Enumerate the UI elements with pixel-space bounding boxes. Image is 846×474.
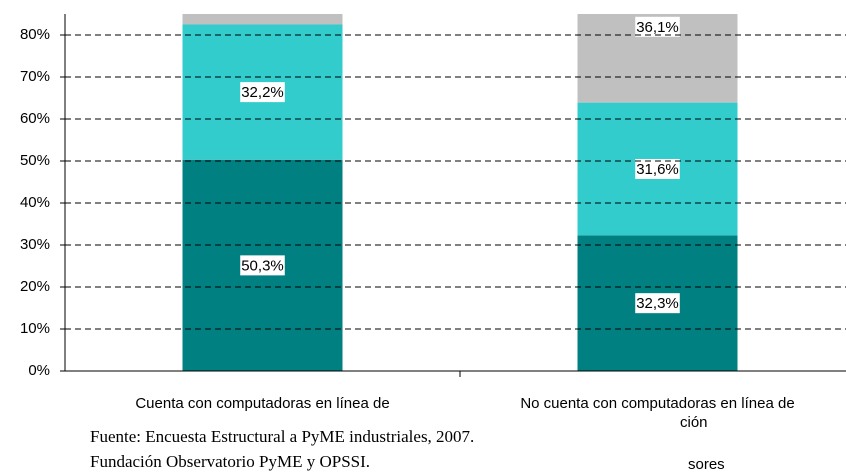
data-label-text: 31,6%: [636, 161, 679, 178]
data-label-text: 32,3%: [636, 295, 679, 312]
data-label: 50,3%: [240, 255, 285, 276]
y-tick-label: 0%: [28, 362, 50, 379]
x-tick-label: sores: [688, 456, 725, 473]
data-label: 31,6%: [635, 158, 680, 179]
data-label-bg: [635, 293, 680, 314]
data-label-text: 32,2%: [241, 84, 284, 101]
x-tick-label: Cuenta con computadoras en línea de: [135, 395, 389, 412]
data-label-bg: [635, 158, 680, 179]
y-tick-label: 10%: [20, 320, 50, 337]
data-label: 32,2%: [240, 82, 285, 103]
bar-segment: [577, 14, 738, 103]
data-label-text: 50,3%: [241, 257, 284, 274]
data-label-bg: [635, 16, 680, 37]
x-tick-label: ción: [680, 414, 708, 431]
bar-segment: [182, 14, 343, 25]
x-tick-label: No cuenta con computadoras en línea de: [520, 395, 794, 412]
y-tick-label: 40%: [20, 194, 50, 211]
y-tick-label: 30%: [20, 236, 50, 253]
data-label: 32,3%: [635, 293, 680, 314]
data-label: 36,1%: [635, 16, 680, 37]
y-tick-label: 60%: [20, 110, 50, 127]
data-label-bg: [240, 255, 285, 276]
source-text: Fuente: Encuesta Estructural a PyME indu…: [90, 427, 474, 446]
data-label-text: 36,1%: [636, 19, 679, 36]
y-tick-label: 70%: [20, 68, 50, 85]
data-label-bg: [240, 82, 285, 103]
source-text: Fundación Observatorio PyME y OPSSI.: [90, 452, 370, 471]
y-tick-label: 50%: [20, 152, 50, 169]
y-tick-label: 20%: [20, 278, 50, 295]
source-box: [85, 424, 605, 474]
y-tick-label: 80%: [20, 26, 50, 43]
plot-area: 50,3% 32,2% 32,3% 31,6% 36,1%: [182, 14, 738, 371]
